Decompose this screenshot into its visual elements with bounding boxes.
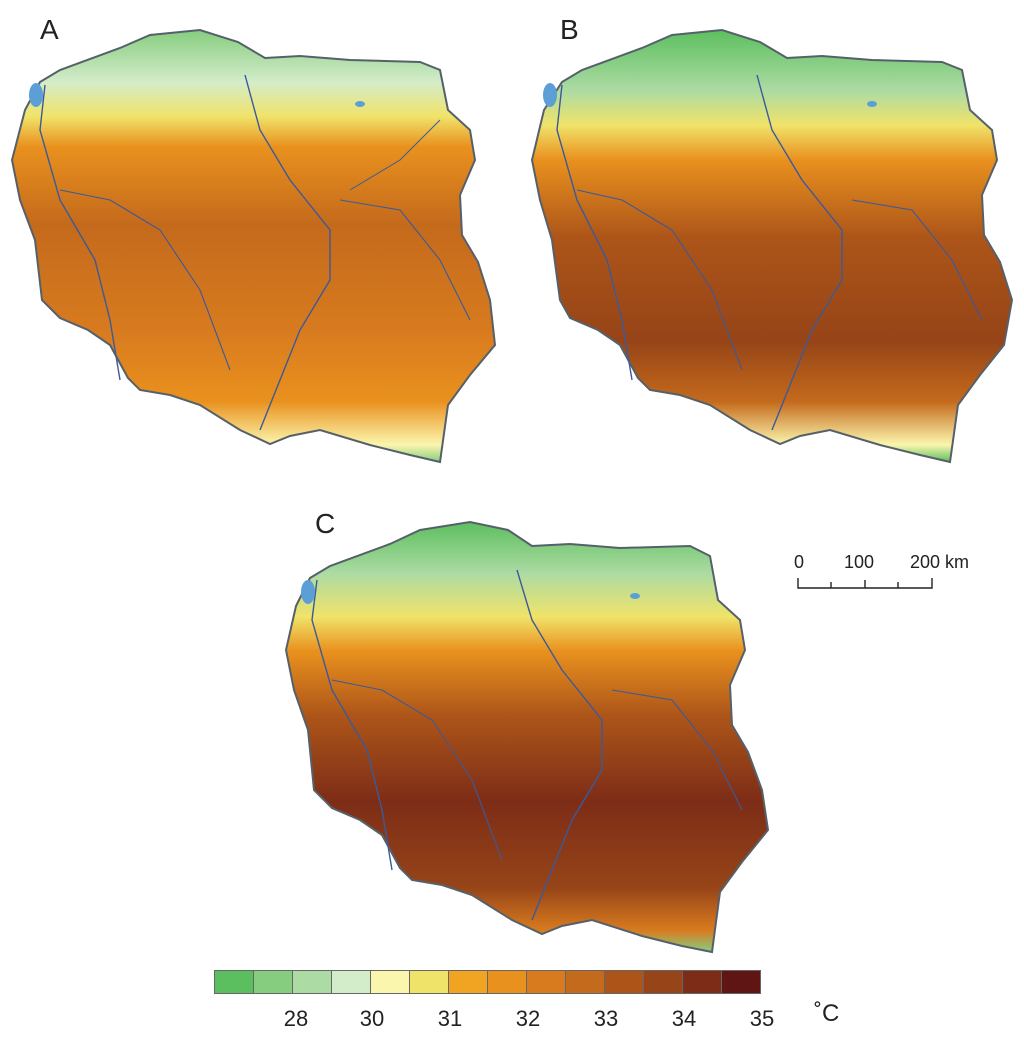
river-warta-a	[59, 189, 231, 371]
river-narew-a	[349, 119, 441, 191]
legend-swatch-6	[449, 971, 488, 993]
map-panel-c: C	[270, 500, 770, 960]
scale-tick-0: 0	[794, 552, 805, 572]
legend-swatch-9	[566, 971, 605, 993]
legend-tick-35: 35	[749, 1006, 775, 1031]
river-oder-a	[39, 84, 121, 381]
legend-swatch-3	[332, 971, 371, 993]
panel-label-c: C	[315, 508, 336, 539]
poland-outline-a	[10, 28, 497, 464]
river-bug-c	[611, 689, 743, 811]
legend-tick-33: 33	[593, 1006, 619, 1031]
poland-map-a	[10, 28, 497, 464]
river-oder-b	[556, 84, 633, 381]
legend-swatch-7	[488, 971, 527, 993]
map-panel-b: B	[522, 0, 1024, 480]
river-bug-b	[851, 199, 983, 321]
legend-tick-28: 28	[283, 1006, 309, 1031]
scale-tick-100: 100	[844, 552, 875, 572]
lake-b-2	[867, 101, 877, 107]
legend-tick-30: 30	[359, 1006, 385, 1031]
poland-map-b	[530, 28, 1014, 464]
legend-unit: ˚C	[814, 1000, 840, 1027]
river-vistula-c	[516, 569, 603, 921]
legend-swatch-12	[683, 971, 722, 993]
panel-label-b: B	[560, 14, 579, 45]
legend-tick-32: 32	[515, 1006, 541, 1031]
lake-a-1	[29, 83, 43, 107]
legend-swatch-5	[410, 971, 449, 993]
lake-a-2	[355, 101, 365, 107]
river-warta-b	[576, 189, 743, 371]
legend-tick-34: 34	[671, 1006, 697, 1031]
river-vistula-b	[756, 74, 843, 431]
legend-swatch-0	[215, 971, 254, 993]
river-warta-c	[331, 679, 503, 861]
legend-swatch-10	[605, 971, 644, 993]
color-legend: 28 30 31 32 33 34 35 ˚C	[214, 970, 844, 1036]
legend-swatch-8	[527, 971, 566, 993]
scale-bar-line	[797, 578, 933, 589]
river-vistula-a	[244, 74, 331, 431]
lake-c-1	[301, 580, 315, 604]
river-bug-a	[339, 199, 471, 321]
legend-swatch-13	[722, 971, 760, 993]
legend-swatch-1	[254, 971, 293, 993]
legend-tick-31: 31	[437, 1006, 463, 1031]
poland-map-c	[284, 520, 770, 954]
scale-tick-200: 200 km	[910, 552, 970, 572]
lake-b-1	[543, 83, 557, 107]
legend-swatch-11	[644, 971, 683, 993]
poland-outline-b	[530, 28, 1014, 464]
scale-bar: 0 100 200 km	[790, 552, 990, 602]
map-panel-a: A	[0, 0, 520, 480]
panel-label-a: A	[40, 14, 59, 45]
legend-swatch-2	[293, 971, 332, 993]
poland-outline-c	[284, 520, 770, 954]
river-oder-c	[311, 579, 393, 871]
lake-c-2	[630, 593, 640, 599]
legend-bar	[214, 970, 761, 994]
legend-swatch-4	[371, 971, 410, 993]
